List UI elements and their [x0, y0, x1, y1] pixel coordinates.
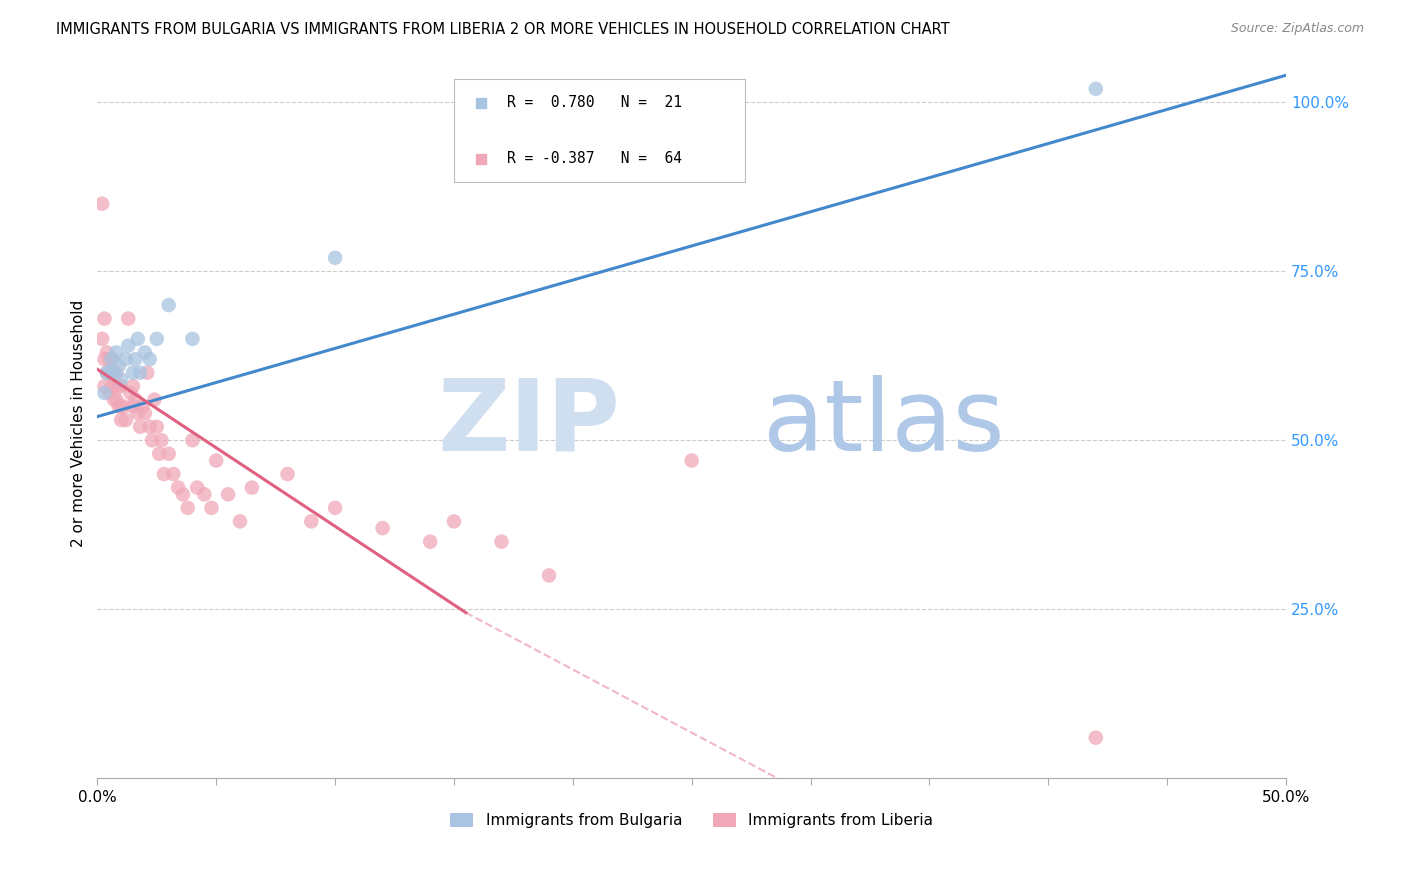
- Point: [93, 386, 115, 401]
- Point: [110, 372, 132, 386]
- Point: [98, 386, 121, 401]
- Point: [107, 379, 129, 393]
- Point: [200, 500, 222, 515]
- Point: [141, 434, 163, 448]
- Point: [172, 487, 194, 501]
- Point: [98, 366, 121, 380]
- Point: [167, 481, 190, 495]
- Point: [153, 467, 176, 481]
- Point: [127, 406, 149, 420]
- Point: [277, 467, 299, 481]
- Point: [96, 345, 118, 359]
- Point: [136, 366, 159, 380]
- Point: [112, 400, 135, 414]
- Point: [181, 434, 204, 448]
- Point: [491, 534, 513, 549]
- FancyBboxPatch shape: [454, 79, 745, 182]
- Point: [205, 453, 228, 467]
- Point: [134, 406, 156, 420]
- Point: [419, 534, 441, 549]
- Point: [110, 400, 132, 414]
- Point: [124, 352, 146, 367]
- Point: [129, 419, 152, 434]
- Point: [186, 481, 208, 495]
- Point: [150, 434, 173, 448]
- Point: [443, 515, 465, 529]
- Point: [681, 453, 703, 467]
- Point: [127, 332, 149, 346]
- Point: [299, 515, 322, 529]
- Text: Source: ZipAtlas.com: Source: ZipAtlas.com: [1230, 22, 1364, 36]
- Text: IMMIGRANTS FROM BULGARIA VS IMMIGRANTS FROM LIBERIA 2 OR MORE VEHICLES IN HOUSEH: IMMIGRANTS FROM BULGARIA VS IMMIGRANTS F…: [56, 22, 950, 37]
- Point: [115, 413, 138, 427]
- Point: [122, 366, 145, 380]
- Point: [100, 352, 122, 367]
- Point: [103, 366, 125, 380]
- Legend: Immigrants from Bulgaria, Immigrants from Liberia: Immigrants from Bulgaria, Immigrants fro…: [444, 807, 939, 834]
- Point: [323, 500, 346, 515]
- Point: [229, 515, 252, 529]
- Point: [107, 359, 129, 373]
- Point: [91, 332, 114, 346]
- Point: [146, 332, 169, 346]
- Point: [93, 352, 115, 367]
- Point: [100, 352, 122, 367]
- Point: [1084, 731, 1107, 745]
- Point: [157, 298, 180, 312]
- Point: [103, 379, 125, 393]
- Point: [96, 366, 118, 380]
- Point: [146, 419, 169, 434]
- Point: [323, 251, 346, 265]
- Point: [162, 467, 184, 481]
- Point: [105, 392, 128, 407]
- Point: [98, 366, 121, 380]
- Text: R = -0.387   N =  64: R = -0.387 N = 64: [508, 151, 682, 166]
- Point: [537, 568, 560, 582]
- Text: R =  0.780   N =  21: R = 0.780 N = 21: [508, 95, 682, 110]
- Point: [143, 392, 166, 407]
- Point: [371, 521, 394, 535]
- Point: [148, 447, 170, 461]
- Point: [853, 128, 876, 142]
- Point: [1084, 82, 1107, 96]
- Point: [138, 352, 160, 367]
- Point: [93, 379, 115, 393]
- Point: [157, 447, 180, 461]
- Point: [110, 379, 132, 393]
- Point: [124, 392, 146, 407]
- Point: [129, 366, 152, 380]
- Point: [100, 366, 122, 380]
- Point: [110, 413, 132, 427]
- Text: atlas: atlas: [763, 375, 1005, 472]
- Point: [131, 400, 153, 414]
- Point: [105, 366, 128, 380]
- Point: [240, 481, 263, 495]
- Point: [103, 392, 125, 407]
- Point: [853, 181, 876, 195]
- Point: [122, 400, 145, 414]
- Y-axis label: 2 or more Vehicles in Household: 2 or more Vehicles in Household: [72, 300, 86, 547]
- Point: [193, 487, 215, 501]
- Point: [117, 338, 139, 352]
- Point: [134, 345, 156, 359]
- Point: [217, 487, 239, 501]
- Point: [91, 196, 114, 211]
- Point: [115, 352, 138, 367]
- Point: [98, 352, 121, 367]
- Point: [117, 311, 139, 326]
- Point: [107, 400, 129, 414]
- Point: [181, 332, 204, 346]
- Point: [93, 311, 115, 326]
- Text: ZIP: ZIP: [437, 375, 620, 472]
- Point: [105, 345, 128, 359]
- Point: [176, 500, 198, 515]
- Point: [138, 419, 160, 434]
- Point: [122, 379, 145, 393]
- Point: [100, 379, 122, 393]
- Point: [96, 366, 118, 380]
- Point: [120, 386, 142, 401]
